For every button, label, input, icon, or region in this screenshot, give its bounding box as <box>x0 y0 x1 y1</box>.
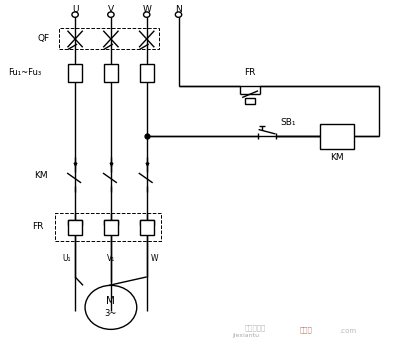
Text: jiexiantu: jiexiantu <box>232 333 259 338</box>
Text: FR: FR <box>244 68 255 77</box>
Text: KM: KM <box>329 153 343 162</box>
Bar <box>319 123 353 149</box>
Text: 3~: 3~ <box>104 309 117 318</box>
Text: W: W <box>150 254 158 263</box>
Text: M: M <box>106 296 115 306</box>
Text: U: U <box>72 5 78 14</box>
Bar <box>139 220 154 235</box>
Text: V: V <box>107 5 114 14</box>
Text: V₁: V₁ <box>107 254 115 263</box>
Text: 接线图: 接线图 <box>299 326 312 333</box>
Bar <box>68 220 82 235</box>
Text: W: W <box>142 5 151 14</box>
Bar <box>104 220 118 235</box>
Bar <box>104 64 118 82</box>
Text: SB₁: SB₁ <box>279 118 295 127</box>
Bar <box>139 64 154 82</box>
Text: U₁: U₁ <box>62 254 71 263</box>
Text: N: N <box>175 5 181 14</box>
Text: .com: .com <box>339 329 356 334</box>
Text: KM: KM <box>33 171 47 180</box>
Bar <box>245 98 254 104</box>
Text: Fu₁~Fu₃: Fu₁~Fu₃ <box>8 68 41 77</box>
Bar <box>59 29 158 50</box>
Text: FR: FR <box>32 222 43 230</box>
Bar <box>55 213 160 241</box>
Text: 电子发烧友: 电子发烧友 <box>244 324 265 331</box>
Text: QF: QF <box>37 34 49 43</box>
Bar <box>68 64 82 82</box>
